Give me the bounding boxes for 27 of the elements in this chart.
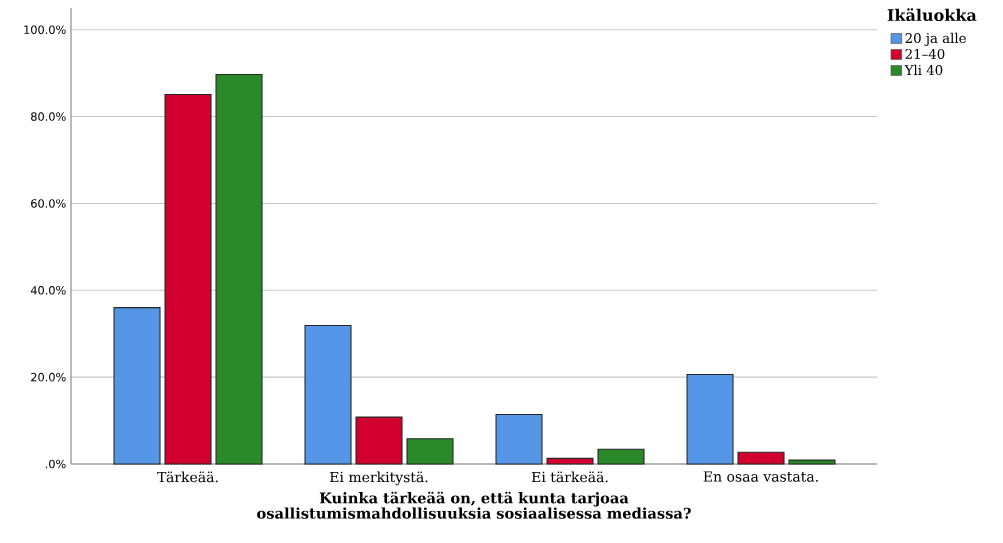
x-tick-label: En osaa vastata. — [703, 471, 818, 482]
bar — [597, 448, 645, 465]
y-tick-label: 20.0% — [31, 372, 66, 382]
legend-title: Ikäluokka — [887, 8, 977, 22]
bar — [406, 438, 454, 465]
legend-label: Yli 40 — [904, 64, 943, 76]
bar — [737, 451, 785, 465]
x-tick-label: Ei merkitystä. — [330, 471, 428, 486]
bar — [355, 416, 403, 465]
x-tick-label: Tärkeää. — [157, 471, 218, 483]
x-tick-label: Ei tärkeää. — [531, 471, 608, 483]
y-tick-label: 80.0% — [31, 112, 66, 121]
bar — [304, 324, 352, 465]
y-tick-label: 60.0% — [31, 199, 66, 208]
bar — [546, 457, 594, 465]
x-axis-title: Kuinka tärkeää on, että kunta tarjoaa osallistumismahdollisuuksia sosiaalisessa mediassa? — [257, 491, 691, 519]
bar — [215, 73, 263, 465]
legend-label: 20 ja alle — [905, 32, 966, 46]
legend-label: 21–40 — [905, 48, 945, 59]
bar — [788, 459, 836, 465]
y-tick-label: .0% — [45, 459, 66, 469]
bar — [686, 374, 734, 465]
bar — [495, 413, 543, 465]
y-tick-label: 100.0% — [24, 25, 66, 34]
bar — [113, 307, 161, 465]
bar — [164, 93, 212, 465]
y-tick-label: 40.0% — [30, 286, 66, 295]
